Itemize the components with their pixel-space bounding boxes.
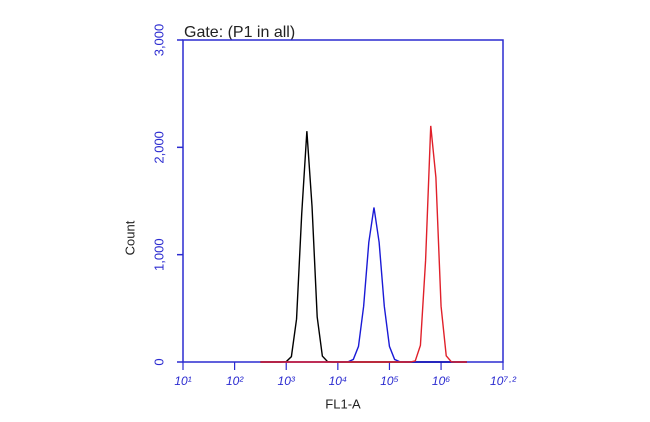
x-tick-label: 10⁵ <box>380 374 398 388</box>
y-tick-label: 1,000 <box>151 238 166 271</box>
x-tick-label: 10⁷·² <box>490 374 517 388</box>
series-line <box>260 207 467 363</box>
series-line <box>260 131 467 363</box>
x-axis-label: FL1-A <box>325 396 361 411</box>
y-tick-label: 0 <box>151 358 166 365</box>
y-axis-label: Count <box>122 220 137 255</box>
chart-title: Gate: (P1 in all) <box>184 24 295 41</box>
x-tick-label: 10⁶ <box>432 374 450 388</box>
y-tick-label: 3,000 <box>151 24 166 57</box>
x-tick-label: 10² <box>226 374 244 388</box>
x-tick-label: 10¹ <box>174 374 191 388</box>
x-tick-label: 10⁴ <box>329 374 348 388</box>
y-tick-label: 2,000 <box>151 131 166 164</box>
series-line <box>260 125 467 363</box>
x-tick-label: 10³ <box>278 374 296 388</box>
plot-frame <box>182 39 504 363</box>
